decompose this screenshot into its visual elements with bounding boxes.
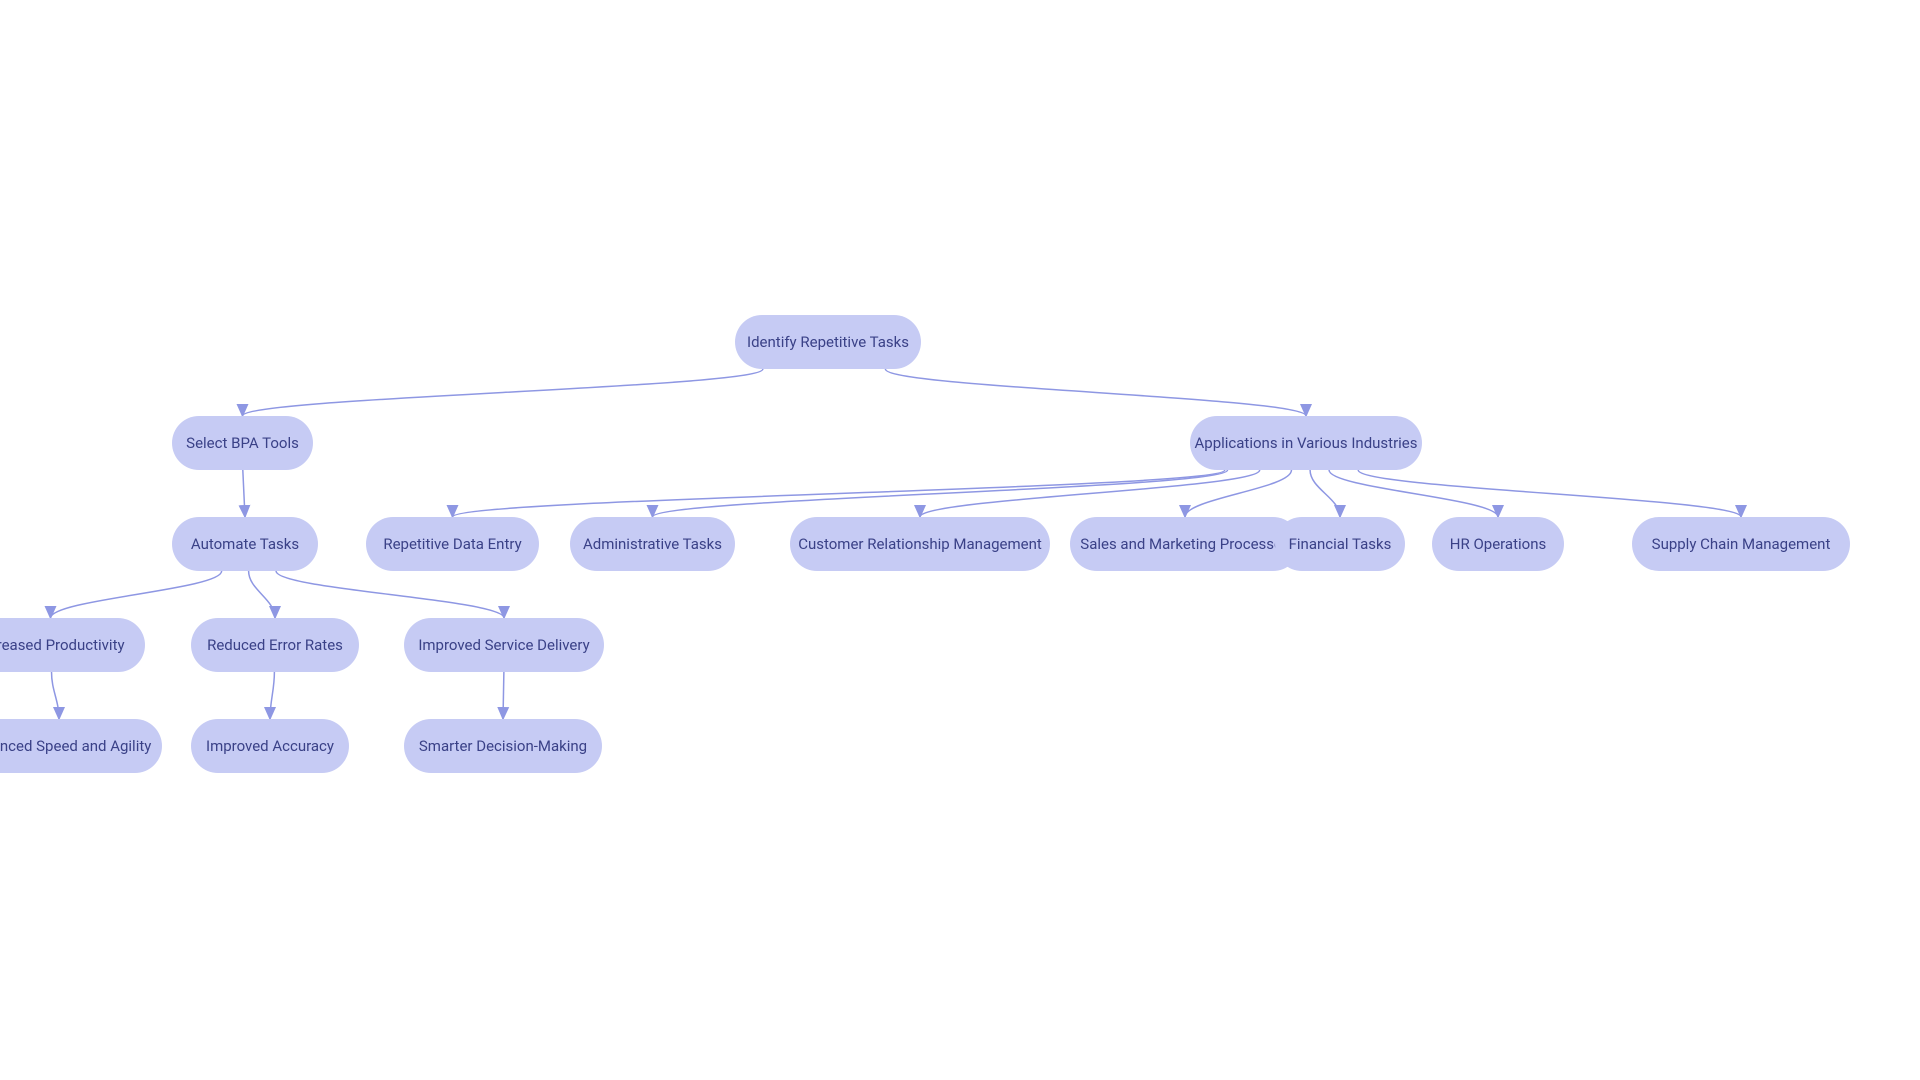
edge-applications-rde	[453, 470, 1225, 517]
node-admin: Administrative Tasks	[570, 517, 735, 571]
edge-error-accuracy	[270, 672, 274, 719]
edge-service-smarter	[503, 672, 504, 719]
node-applications: Applications in Various Industries	[1190, 416, 1422, 470]
edge-applications-crm	[920, 470, 1260, 517]
edge-applications-hr	[1329, 470, 1498, 517]
node-service: Improved Service Delivery	[404, 618, 604, 672]
edge-identify-select	[243, 369, 763, 416]
node-financial: Financial Tasks	[1275, 517, 1405, 571]
node-select: Select BPA Tools	[172, 416, 313, 470]
node-error: Reduced Error Rates	[191, 618, 359, 672]
edge-applications-financial	[1310, 470, 1340, 517]
node-sales: Sales and Marketing Processes	[1070, 517, 1300, 571]
edge-applications-admin	[653, 470, 1228, 517]
node-automate: Automate Tasks	[172, 517, 318, 571]
node-speed: Enhanced Speed and Agility	[0, 719, 162, 773]
edge-applications-sales	[1185, 470, 1291, 517]
edge-applications-supply	[1358, 470, 1741, 517]
node-supply: Supply Chain Management	[1632, 517, 1850, 571]
edge-automate-prod	[51, 571, 222, 618]
node-identify: Identify Repetitive Tasks	[735, 315, 921, 369]
node-accuracy: Improved Accuracy	[191, 719, 349, 773]
node-prod: Increased Productivity	[0, 618, 145, 672]
node-smarter: Smarter Decision-Making	[404, 719, 602, 773]
node-rde: Repetitive Data Entry	[366, 517, 539, 571]
edge-automate-error	[249, 571, 275, 618]
edge-automate-service	[276, 571, 504, 618]
node-hr: HR Operations	[1432, 517, 1564, 571]
edge-identify-applications	[885, 369, 1306, 416]
edge-prod-speed	[52, 672, 59, 719]
node-crm: Customer Relationship Management	[790, 517, 1050, 571]
edge-select-automate	[243, 470, 245, 517]
